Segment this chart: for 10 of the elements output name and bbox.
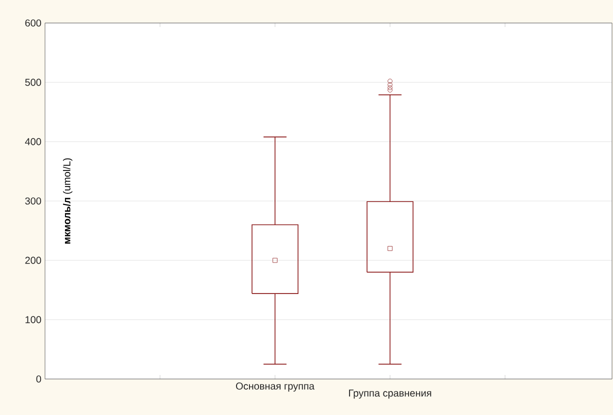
y-axis-title: мкмоль/л (umol/L) bbox=[63, 158, 72, 244]
y-tick-label: 0 bbox=[36, 375, 42, 383]
y-tick-label: 100 bbox=[26, 316, 42, 324]
x-tick-label: Группа сравнения bbox=[349, 390, 432, 399]
y-tick-label: 400 bbox=[25, 138, 42, 146]
y-tick-label: 500 bbox=[25, 78, 42, 86]
y-tick-label: 200 bbox=[25, 256, 42, 264]
y-tick-label: 600 bbox=[25, 19, 42, 27]
y-tick-label: 300 bbox=[25, 197, 42, 205]
x-tick-label: Основная группа bbox=[236, 382, 315, 392]
